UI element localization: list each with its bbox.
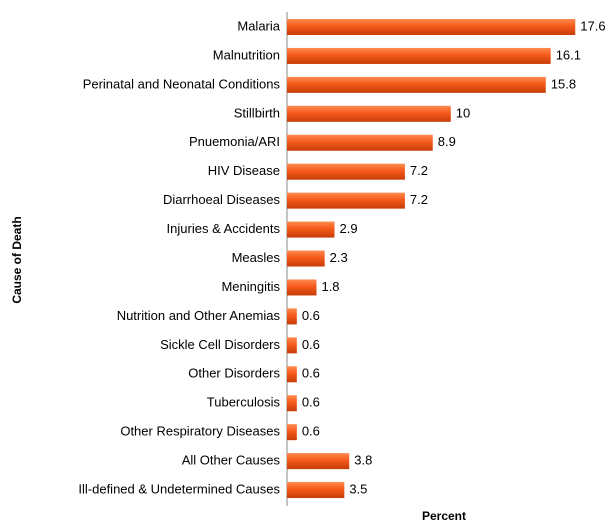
data-label: 3.5: [349, 481, 367, 496]
bar: [287, 250, 325, 267]
bar: [287, 279, 317, 296]
y-tick-label: Ill-defined & Undetermined Causes: [78, 481, 280, 496]
data-label: 17.6: [580, 18, 605, 33]
bar: [287, 192, 405, 209]
data-label: 2.9: [339, 221, 357, 236]
y-tick-label: All Other Causes: [182, 453, 281, 468]
data-label: 15.8: [551, 76, 576, 91]
bar: [287, 395, 297, 412]
bar: [287, 105, 451, 122]
y-tick-label: Meningitis: [221, 279, 280, 294]
data-label: 0.6: [302, 337, 320, 352]
y-tick-label: Tuberculosis: [207, 395, 281, 410]
y-axis-label: Cause of Death: [10, 216, 24, 303]
y-tick-label: Malnutrition: [213, 47, 280, 62]
y-tick-label: Pnuemonia/ARI: [189, 134, 280, 149]
data-label: 8.9: [438, 134, 456, 149]
bar: [287, 163, 405, 180]
data-label: 0.6: [302, 395, 320, 410]
bar: [287, 482, 345, 499]
y-tick-label: Stillbirth: [234, 105, 280, 120]
bar: [287, 47, 551, 64]
bar: [287, 19, 576, 35]
data-label: 0.6: [302, 424, 320, 439]
y-tick-label: Sickle Cell Disorders: [160, 337, 280, 352]
y-tick-label: Measles: [232, 250, 281, 265]
y-tick-label: Nutrition and Other Anemias: [117, 308, 281, 323]
data-label: 16.1: [556, 47, 581, 62]
data-label: 0.6: [302, 366, 320, 381]
x-axis-label: Percent: [422, 509, 466, 523]
bar: [287, 424, 297, 441]
bar: [287, 221, 335, 238]
bar: [287, 308, 297, 325]
y-tick-label: Malaria: [237, 18, 280, 33]
bar: [287, 337, 297, 354]
y-tick-label: Perinatal and Neonatal Conditions: [83, 76, 281, 91]
y-tick-label: HIV Disease: [208, 163, 280, 178]
bar: [287, 76, 546, 93]
bar: [287, 453, 350, 470]
y-tick-label: Other Respiratory Diseases: [120, 424, 280, 439]
data-label: 3.8: [354, 453, 372, 468]
y-tick-label: Other Disorders: [188, 366, 280, 381]
bar: [287, 366, 297, 383]
bar: [287, 134, 433, 151]
y-tick-label: Injuries & Accidents: [167, 221, 281, 236]
y-tick-label: Diarrhoeal Diseases: [163, 192, 281, 207]
data-label: 7.2: [410, 192, 428, 207]
data-label: 7.2: [410, 163, 428, 178]
data-label: 10: [456, 105, 470, 120]
data-label: 1.8: [321, 279, 339, 294]
data-label: 0.6: [302, 308, 320, 323]
data-label: 2.3: [330, 250, 348, 265]
